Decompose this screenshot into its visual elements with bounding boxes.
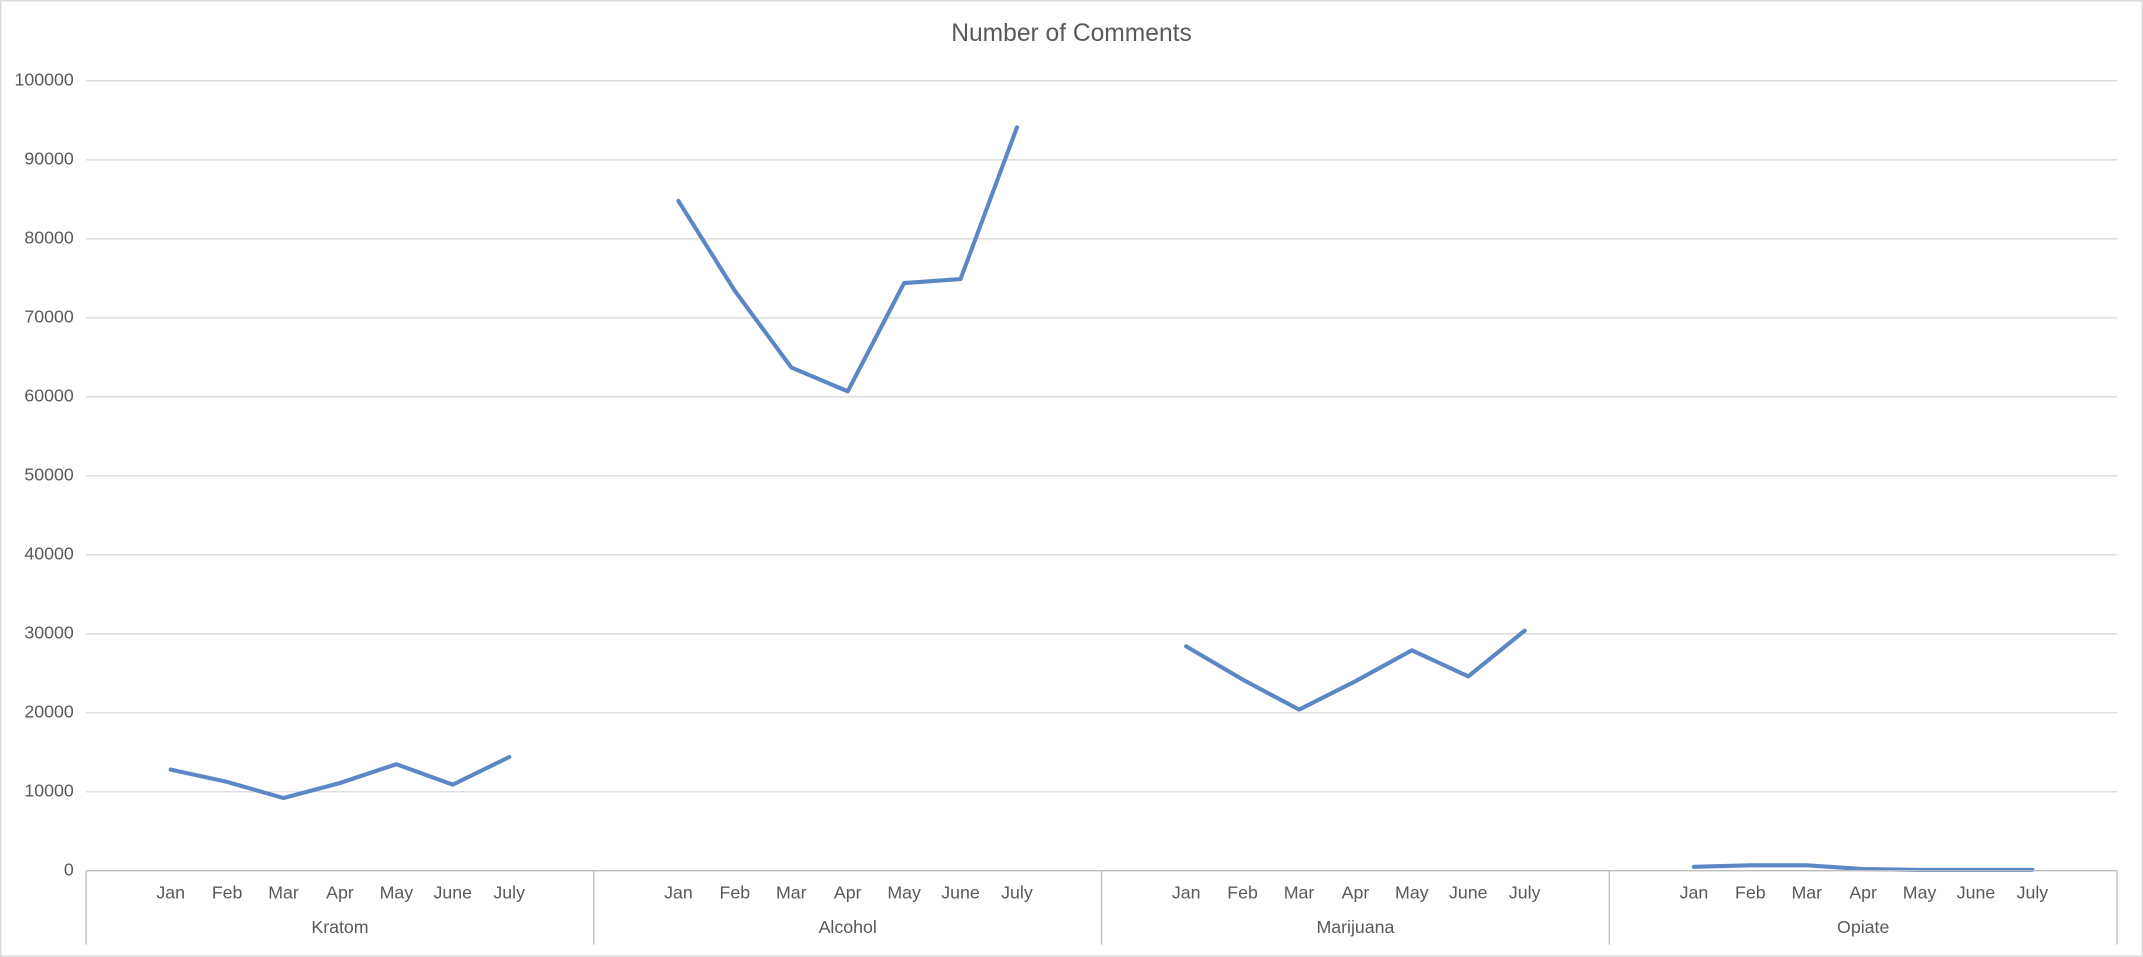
x-tick-label: Jan — [156, 883, 185, 903]
y-tick-label: 70000 — [24, 306, 73, 326]
x-tick-label: July — [1001, 883, 1033, 903]
x-tick-label: Jan — [1172, 883, 1201, 903]
x-tick-label: July — [2017, 883, 2049, 903]
y-tick-label: 80000 — [24, 227, 73, 247]
x-tick-label: Mar — [776, 883, 807, 903]
x-tick-label: May — [1903, 883, 1937, 903]
y-tick-label: 100000 — [15, 69, 74, 89]
y-tick-label: 40000 — [24, 543, 73, 563]
x-tick-label: June — [1449, 883, 1488, 903]
x-tick-label: June — [1957, 883, 1996, 903]
x-tick-label: Apr — [834, 883, 862, 903]
data-line — [1691, 863, 2035, 872]
group-label: Marijuana — [1316, 917, 1394, 937]
x-tick-label: Apr — [1342, 883, 1370, 903]
group-label: Alcohol — [819, 917, 877, 937]
x-tick-label: Mar — [268, 883, 299, 903]
data-line — [168, 754, 512, 801]
y-tick-label: 90000 — [24, 148, 73, 168]
y-tick-label: 20000 — [24, 701, 73, 721]
x-tick-label: Mar — [1791, 883, 1822, 903]
group-label: Opiate — [1837, 917, 1889, 937]
x-tick-label: June — [941, 883, 980, 903]
x-tick-label: July — [493, 883, 525, 903]
y-tick-label: 10000 — [24, 780, 73, 800]
x-tick-label: Apr — [326, 883, 354, 903]
x-tick-label: Feb — [212, 883, 243, 903]
y-tick-label: 0 — [64, 859, 74, 879]
y-tick-label: 60000 — [24, 385, 73, 405]
x-tick-label: Jan — [1680, 883, 1709, 903]
data-line — [1184, 628, 1527, 712]
y-tick-label: 30000 — [24, 622, 73, 642]
chart-title: Number of Comments — [951, 20, 1192, 47]
y-tick-label: 50000 — [24, 464, 73, 484]
data-line — [676, 125, 1020, 394]
x-tick-label: Feb — [1227, 883, 1258, 903]
x-tick-label: June — [434, 883, 473, 903]
x-tick-label: Jan — [664, 883, 693, 903]
x-tick-label: May — [380, 883, 414, 903]
x-tick-label: Feb — [720, 883, 751, 903]
x-tick-label: Mar — [1284, 883, 1315, 903]
group-label: Kratom — [311, 917, 368, 937]
x-tick-label: Feb — [1735, 883, 1766, 903]
x-tick-label: Apr — [1849, 883, 1877, 903]
x-tick-label: May — [1395, 883, 1429, 903]
x-tick-label: July — [1509, 883, 1541, 903]
x-tick-label: May — [887, 883, 921, 903]
